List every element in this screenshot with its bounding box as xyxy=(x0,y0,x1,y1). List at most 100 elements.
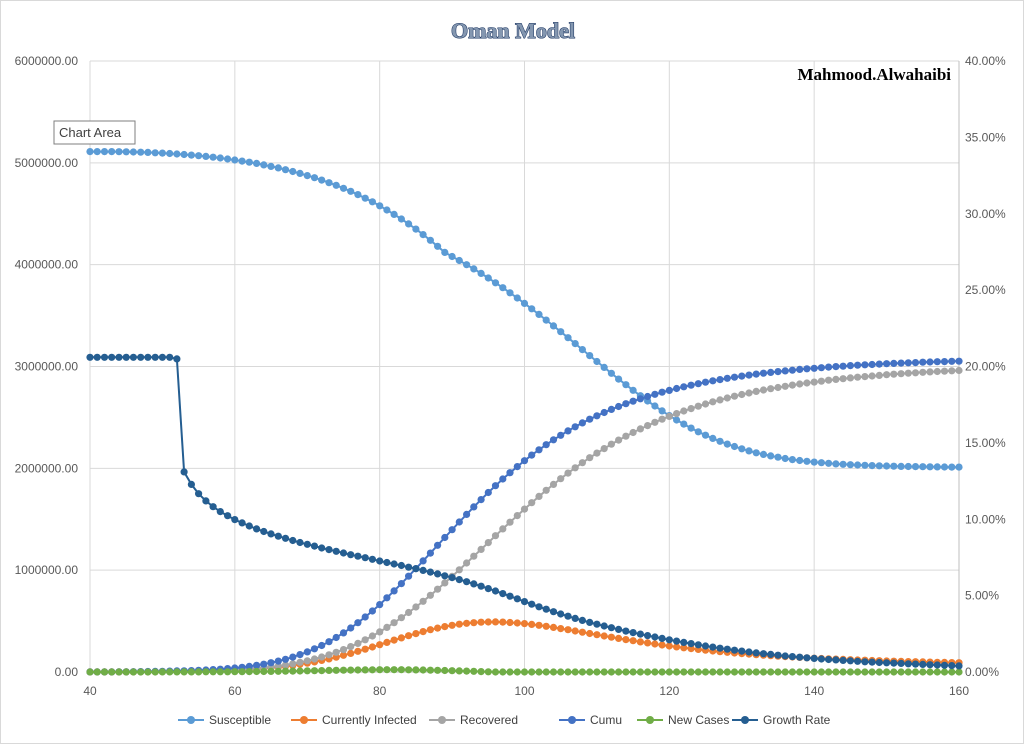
data-point-new-cases xyxy=(267,667,275,676)
data-point-growth-rate xyxy=(933,661,941,669)
data-point-new-cases xyxy=(260,667,268,676)
data-point-recovered xyxy=(767,385,775,393)
data-point-growth-rate xyxy=(796,653,804,661)
chart-area-tooltip: Chart Area xyxy=(53,120,136,145)
data-point-new-cases xyxy=(759,668,768,676)
data-point-recovered xyxy=(629,428,637,437)
data-point-growth-rate xyxy=(549,608,558,616)
data-point-recovered xyxy=(673,410,681,418)
data-point-new-cases xyxy=(904,668,912,676)
data-point-new-cases xyxy=(383,666,391,674)
data-point-cumu xyxy=(839,362,847,370)
data-point-growth-rate xyxy=(564,612,572,620)
data-point-cumu xyxy=(868,360,876,369)
data-point-cumu xyxy=(484,488,492,497)
data-point-recovered xyxy=(759,386,768,394)
data-point-growth-rate xyxy=(253,525,261,533)
data-point-growth-rate xyxy=(426,568,434,576)
data-point-growth-rate xyxy=(904,660,912,668)
data-point-currently-infected xyxy=(615,634,623,643)
data-point-new-cases xyxy=(839,668,847,676)
data-point-recovered xyxy=(463,559,471,567)
data-point-recovered xyxy=(419,597,427,605)
data-point-growth-rate xyxy=(513,595,521,603)
data-point-cumu xyxy=(289,653,297,661)
data-point-cumu xyxy=(615,402,623,411)
data-point-susceptible xyxy=(166,149,174,158)
data-point-new-cases xyxy=(137,668,145,676)
data-point-cumu xyxy=(245,662,253,671)
legend-label: Susceptible xyxy=(209,713,271,727)
data-point-cumu xyxy=(658,388,666,396)
data-point-susceptible xyxy=(738,445,746,453)
data-point-recovered xyxy=(571,464,579,472)
legend-swatch-marker xyxy=(438,716,446,724)
data-point-growth-rate xyxy=(296,538,304,547)
data-point-growth-rate xyxy=(528,600,536,608)
legend-label: New Cases xyxy=(668,713,729,727)
data-point-recovered xyxy=(347,643,355,651)
y-left-tick-label: 3000000.00 xyxy=(15,360,79,374)
x-tick-label: 60 xyxy=(228,684,242,698)
data-point-susceptible xyxy=(419,231,427,239)
data-point-growth-rate xyxy=(318,544,326,552)
data-point-cumu xyxy=(361,613,369,621)
data-point-growth-rate xyxy=(477,582,485,590)
data-point-currently-infected xyxy=(578,628,587,636)
data-point-susceptible xyxy=(347,187,355,195)
y-left-tick-label: 1000000.00 xyxy=(15,563,79,577)
data-point-new-cases xyxy=(781,668,789,676)
data-point-recovered xyxy=(586,454,594,462)
data-point-susceptible xyxy=(810,458,818,466)
data-point-susceptible xyxy=(839,460,847,468)
data-point-new-cases xyxy=(716,668,724,676)
x-tick-label: 40 xyxy=(83,684,97,698)
data-point-recovered xyxy=(846,374,855,382)
data-point-growth-rate xyxy=(86,353,94,361)
data-point-new-cases xyxy=(281,667,290,675)
data-point-growth-rate xyxy=(195,490,203,498)
data-point-susceptible xyxy=(281,166,290,174)
data-point-cumu xyxy=(890,359,898,367)
data-point-currently-infected xyxy=(463,619,471,627)
data-point-susceptible xyxy=(593,357,601,366)
data-point-susceptible xyxy=(933,463,941,471)
data-point-growth-rate xyxy=(723,645,731,653)
data-point-recovered xyxy=(658,415,666,423)
data-point-currently-infected xyxy=(390,636,398,644)
data-point-new-cases xyxy=(245,668,253,676)
data-point-currently-infected xyxy=(629,637,637,645)
data-point-cumu xyxy=(571,423,579,431)
data-point-growth-rate xyxy=(122,353,130,361)
data-point-cumu xyxy=(578,419,587,427)
data-point-new-cases xyxy=(644,668,652,676)
data-point-recovered xyxy=(405,608,413,617)
data-point-growth-rate xyxy=(687,640,695,648)
data-point-growth-rate xyxy=(803,654,811,662)
data-point-growth-rate xyxy=(767,650,775,659)
data-point-new-cases xyxy=(622,668,630,676)
data-point-currently-infected xyxy=(448,621,456,629)
data-point-cumu xyxy=(405,572,413,580)
data-point-recovered xyxy=(281,661,290,669)
data-point-cumu xyxy=(933,358,941,366)
data-point-recovered xyxy=(376,628,384,636)
data-point-new-cases xyxy=(209,668,217,676)
data-point-susceptible xyxy=(137,148,145,156)
data-point-new-cases xyxy=(948,668,956,676)
data-point-susceptible xyxy=(108,148,116,156)
data-point-recovered xyxy=(434,585,442,593)
data-point-recovered xyxy=(940,367,949,375)
data-point-growth-rate xyxy=(137,353,145,361)
data-point-new-cases xyxy=(513,668,521,676)
data-point-new-cases xyxy=(419,666,427,674)
data-point-susceptible xyxy=(245,158,253,166)
data-point-new-cases xyxy=(926,668,934,676)
data-point-new-cases xyxy=(940,668,949,676)
data-point-susceptible xyxy=(412,225,420,233)
data-point-growth-rate xyxy=(622,627,630,635)
data-point-new-cases xyxy=(796,668,804,676)
data-point-new-cases xyxy=(93,668,101,676)
data-point-growth-rate xyxy=(578,616,587,625)
